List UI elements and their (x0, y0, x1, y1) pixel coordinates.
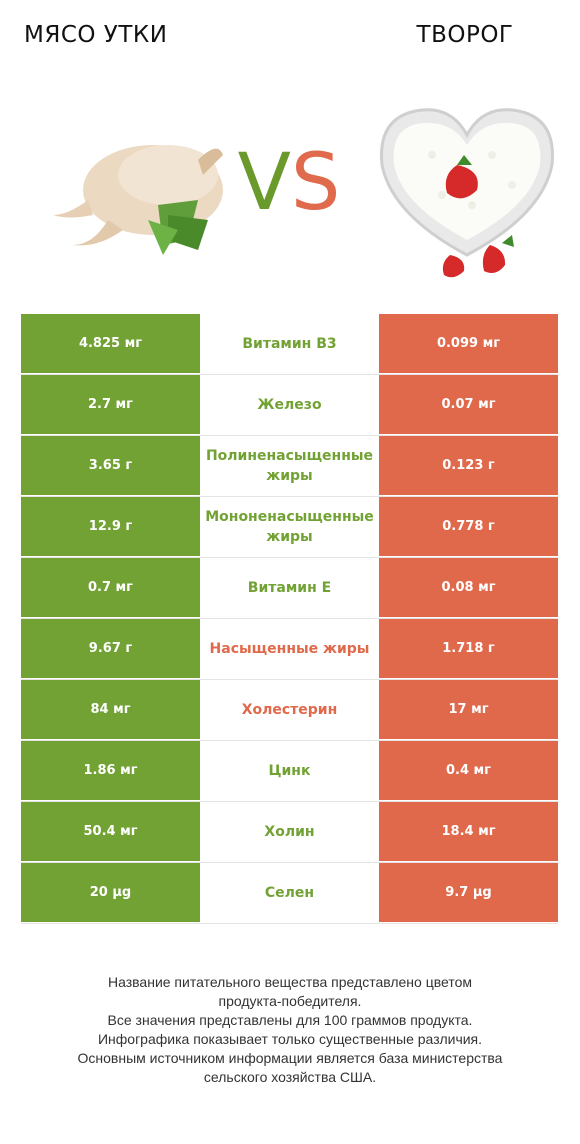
left-value: 4.825 мг (21, 314, 200, 373)
footnote-line: Название питательного вещества представл… (107, 974, 473, 990)
right-value: 9.7 µg (379, 863, 558, 922)
right-value: 17 мг (379, 680, 558, 739)
nutrient-label: Железо (257, 396, 322, 413)
nutrient-name: Цинк (200, 741, 379, 800)
footnote-line: продукта-победителя. (218, 993, 362, 1009)
nutrient-name: Витамин E (200, 558, 379, 617)
right-value: 0.08 мг (379, 558, 558, 617)
left-value: 9.67 г (21, 619, 200, 678)
nutrient-name: Железо (200, 375, 379, 434)
nutrient-label: Селен (264, 884, 315, 901)
cottage-cheese-image (372, 95, 562, 285)
nutrient-name: Холин (200, 802, 379, 861)
nutrient-name: Полиненасыщенные жиры (200, 436, 379, 495)
nutrient-label: Витамин E (247, 579, 332, 596)
left-value: 84 мг (21, 680, 200, 739)
table-row: 0.7 мг Витамин E 0.08 мг (21, 558, 558, 619)
left-product-title: МЯСО УТКИ (24, 22, 168, 48)
left-value: 3.65 г (21, 436, 200, 495)
nutrient-name: Насыщенные жиры (200, 619, 379, 678)
right-value: 0.4 мг (379, 741, 558, 800)
nutrient-label: Полиненасыщенные жиры (205, 447, 374, 484)
left-value: 2.7 мг (21, 375, 200, 434)
table-row: 50.4 мг Холин 18.4 мг (21, 802, 558, 863)
table-row: 1.86 мг Цинк 0.4 мг (21, 741, 558, 802)
table-row: 3.65 г Полиненасыщенные жиры 0.123 г (21, 436, 558, 497)
right-value: 18.4 мг (379, 802, 558, 861)
table-row: 12.9 г Мононенасыщенные жиры 0.778 г (21, 497, 558, 558)
left-value: 1.86 мг (21, 741, 200, 800)
left-value: 0.7 мг (21, 558, 200, 617)
table-row: 84 мг Холестерин 17 мг (21, 680, 558, 741)
nutrient-name: Холестерин (200, 680, 379, 739)
nutrient-label: Цинк (268, 762, 311, 779)
nutrient-label: Насыщенные жиры (209, 640, 370, 657)
comparison-table: 4.825 мг Витамин B3 0.099 мг 2.7 мг Железо 0.… (21, 314, 558, 924)
footnote-line: Основным источником информации является … (77, 1050, 503, 1066)
nutrient-label: Холин (264, 823, 315, 840)
nutrient-label: Витамин B3 (242, 335, 337, 352)
table-row: 9.67 г Насыщенные жиры 1.718 г (21, 619, 558, 680)
right-value: 0.07 мг (379, 375, 558, 434)
table-row: 20 µg Селен 9.7 µg (21, 863, 558, 924)
nutrient-label: Мононенасыщенные жиры (205, 508, 374, 545)
footnote: Название питательного вещества представл… (20, 973, 560, 1087)
right-value: 0.099 мг (379, 314, 558, 373)
versus-label: VS (224, 138, 354, 228)
duck-meat-image (48, 120, 238, 270)
right-value: 0.123 г (379, 436, 558, 495)
left-value: 12.9 г (21, 497, 200, 556)
right-product-title: ТВОРОГ (416, 22, 514, 48)
table-row: 4.825 мг Витамин B3 0.099 мг (21, 314, 558, 375)
nutrient-name: Селен (200, 863, 379, 922)
table-row: 2.7 мг Железо 0.07 мг (21, 375, 558, 436)
right-value: 0.778 г (379, 497, 558, 556)
right-value: 1.718 г (379, 619, 558, 678)
left-value: 20 µg (21, 863, 200, 922)
nutrient-name: Мононенасыщенные жиры (200, 497, 379, 556)
vs-letter-v: V (237, 138, 291, 228)
footnote-line: Инфографика показывает только существенн… (97, 1031, 483, 1047)
left-value: 50.4 мг (21, 802, 200, 861)
vs-letter-s: S (290, 138, 341, 228)
footnote-line: Все значения представлены для 100 граммо… (107, 1012, 473, 1028)
footnote-line: сельского хозяйства США. (203, 1069, 377, 1085)
nutrient-name: Витамин B3 (200, 314, 379, 373)
nutrient-label: Холестерин (241, 701, 338, 718)
